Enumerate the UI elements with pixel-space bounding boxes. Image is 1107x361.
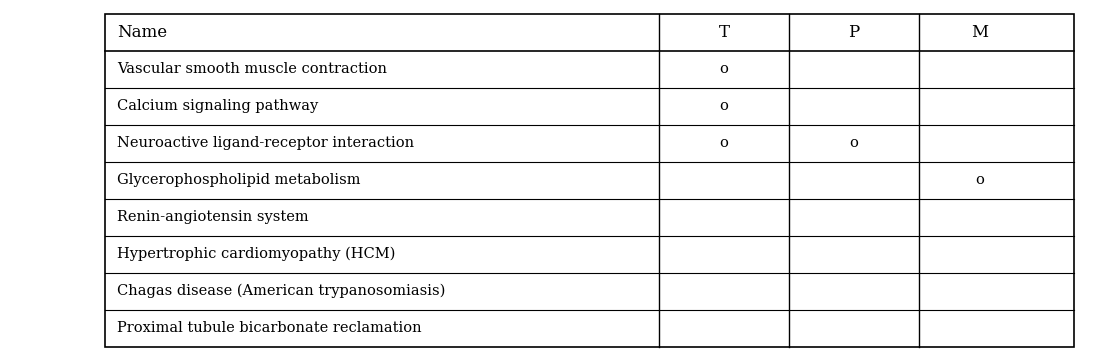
- Text: Hypertrophic cardiomyopathy (HCM): Hypertrophic cardiomyopathy (HCM): [117, 247, 395, 261]
- Text: P: P: [848, 24, 859, 41]
- Text: o: o: [720, 136, 728, 150]
- Text: o: o: [720, 62, 728, 76]
- Text: o: o: [975, 173, 984, 187]
- Text: Name: Name: [117, 24, 167, 41]
- Text: M: M: [971, 24, 989, 41]
- Text: Calcium signaling pathway: Calcium signaling pathway: [117, 99, 319, 113]
- Text: o: o: [849, 136, 858, 150]
- Text: Vascular smooth muscle contraction: Vascular smooth muscle contraction: [117, 62, 387, 76]
- Text: Neuroactive ligand-receptor interaction: Neuroactive ligand-receptor interaction: [117, 136, 414, 150]
- Text: o: o: [720, 99, 728, 113]
- Text: Chagas disease (American trypanosomiasis): Chagas disease (American trypanosomiasis…: [117, 284, 445, 298]
- Text: Renin-angiotensin system: Renin-angiotensin system: [117, 210, 309, 224]
- Text: Glycerophospholipid metabolism: Glycerophospholipid metabolism: [117, 173, 361, 187]
- Bar: [105, 14, 1074, 347]
- Text: Proximal tubule bicarbonate reclamation: Proximal tubule bicarbonate reclamation: [117, 321, 422, 335]
- Text: T: T: [718, 24, 730, 41]
